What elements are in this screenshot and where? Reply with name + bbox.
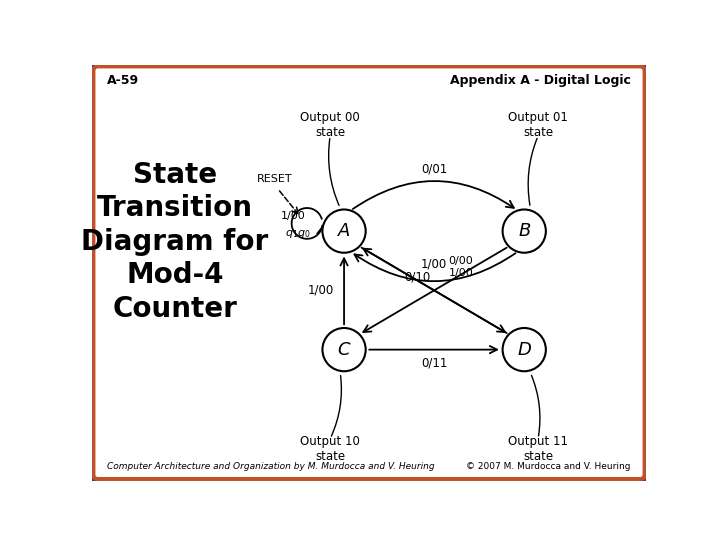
FancyBboxPatch shape [94, 66, 644, 479]
Text: State
Transition
Diagram for
Mod-4
Counter: State Transition Diagram for Mod-4 Count… [81, 161, 269, 323]
Text: Output 00
state: Output 00 state [300, 111, 360, 139]
Text: $q_1q_0$: $q_1q_0$ [285, 228, 310, 240]
Text: D: D [517, 341, 531, 359]
Text: 1/00: 1/00 [421, 257, 447, 270]
Text: Output 10
state: Output 10 state [300, 435, 360, 463]
Text: Computer Architecture and Organization by M. Murdocca and V. Heuring: Computer Architecture and Organization b… [107, 462, 435, 471]
Text: A: A [338, 222, 350, 240]
Text: Appendix A - Digital Logic: Appendix A - Digital Logic [450, 74, 631, 87]
FancyBboxPatch shape [94, 66, 644, 479]
Circle shape [503, 328, 546, 371]
Text: RESET: RESET [257, 174, 292, 184]
Text: Output 01
state: Output 01 state [508, 111, 568, 139]
Text: 0/00
1/00: 0/00 1/00 [449, 256, 474, 278]
Text: 0/10: 0/10 [404, 270, 431, 283]
Text: 1/00: 1/00 [308, 284, 334, 297]
Text: B: B [518, 222, 531, 240]
Text: A-59: A-59 [107, 74, 140, 87]
Text: 1/00: 1/00 [281, 211, 305, 221]
Circle shape [323, 210, 366, 253]
Text: 0/01: 0/01 [421, 163, 447, 176]
Text: 0/11: 0/11 [421, 357, 447, 370]
Text: Output 11
state: Output 11 state [508, 435, 568, 463]
Text: C: C [338, 341, 351, 359]
Circle shape [503, 210, 546, 253]
Text: © 2007 M. Murdocca and V. Heuring: © 2007 M. Murdocca and V. Heuring [467, 462, 631, 471]
Circle shape [323, 328, 366, 371]
